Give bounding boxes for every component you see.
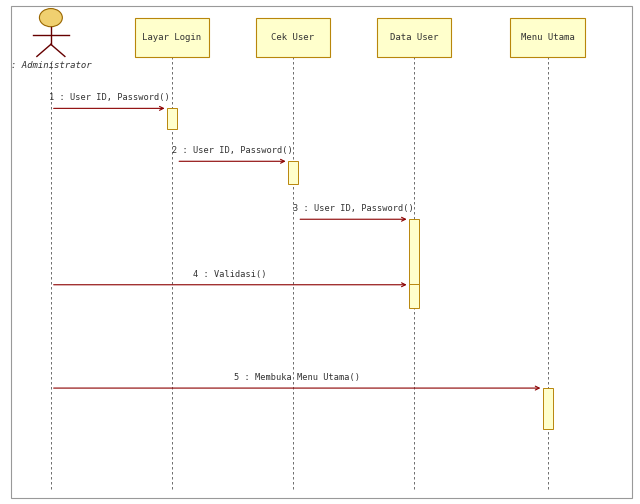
Text: Layar Login: Layar Login	[142, 33, 202, 42]
FancyBboxPatch shape	[255, 19, 330, 57]
Text: Cek User: Cek User	[271, 33, 314, 42]
Text: Menu Utama: Menu Utama	[521, 33, 575, 42]
FancyBboxPatch shape	[167, 108, 177, 129]
Text: Data User: Data User	[390, 33, 438, 42]
Text: 1 : User ID, Password(): 1 : User ID, Password()	[49, 93, 170, 102]
Text: 5 : Membuka Menu Utama(): 5 : Membuka Menu Utama()	[234, 373, 360, 382]
FancyBboxPatch shape	[288, 161, 298, 184]
FancyBboxPatch shape	[409, 219, 419, 285]
FancyBboxPatch shape	[543, 388, 553, 429]
Text: 4 : Validasi(): 4 : Validasi()	[193, 270, 267, 279]
FancyBboxPatch shape	[409, 284, 419, 308]
Text: 2 : User ID, Password(): 2 : User ID, Password()	[172, 146, 292, 155]
Text: 3 : User ID, Password(): 3 : User ID, Password()	[293, 204, 414, 213]
FancyBboxPatch shape	[377, 19, 451, 57]
Circle shape	[40, 9, 62, 27]
FancyBboxPatch shape	[134, 19, 209, 57]
Text: : Administrator: : Administrator	[11, 61, 91, 71]
FancyBboxPatch shape	[510, 19, 585, 57]
